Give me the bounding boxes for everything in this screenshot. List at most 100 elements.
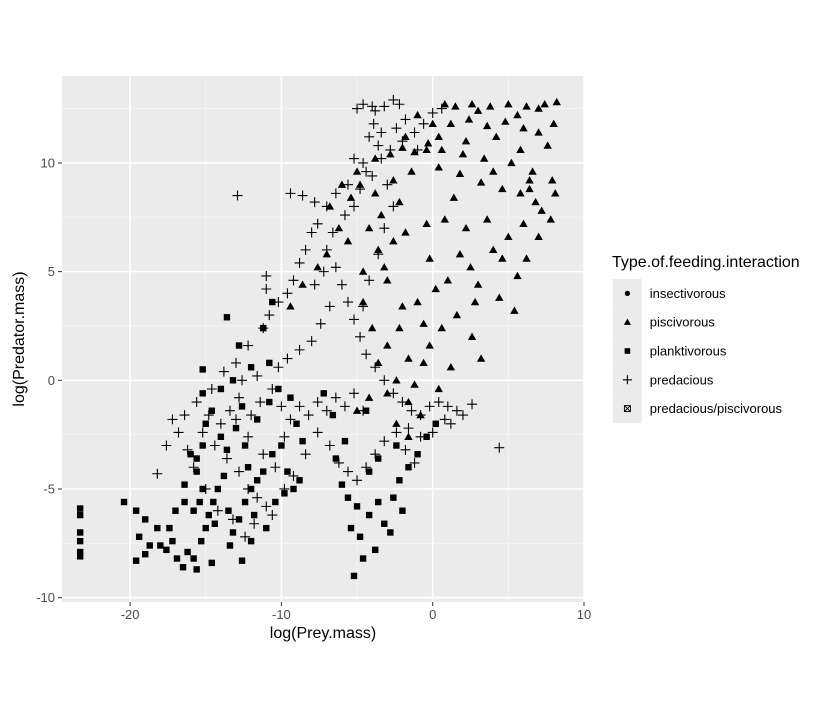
planktivorous-point [241, 442, 249, 449]
predacious-point [261, 284, 272, 295]
predacious-point [312, 218, 323, 229]
y-axis: -10 -5 0 5 10 [36, 155, 62, 605]
predacious-point [370, 362, 381, 373]
planktivorous-point [196, 498, 203, 506]
planktivorous-point [299, 437, 306, 445]
planktivorous-point [223, 314, 231, 321]
piscivorous-point [513, 271, 522, 280]
piscivorous-point [531, 197, 540, 206]
planktivorous-point [202, 524, 209, 532]
planktivorous-point [253, 477, 261, 484]
predacious-point [418, 118, 429, 129]
piscivorous-point [452, 310, 462, 319]
piscivorous-point [352, 167, 362, 175]
planktivorous-point [350, 572, 358, 580]
planktivorous-point [166, 524, 173, 532]
predacious-point [243, 431, 254, 442]
piscivorous-point [507, 158, 516, 167]
y-tick-label: -10 [36, 590, 55, 605]
planktivorous-point [226, 542, 234, 549]
planktivorous-point [250, 511, 258, 519]
predacious-point [264, 310, 275, 321]
predacious-point [336, 279, 347, 290]
piscivorous-point [371, 189, 380, 197]
planktivorous-point [190, 555, 197, 562]
planktivorous-point [76, 529, 84, 536]
legend-item: predacious [613, 365, 714, 395]
piscivorous-point [367, 323, 377, 332]
planktivorous-point [341, 437, 349, 445]
planktivorous-point [241, 498, 249, 506]
piscivorous-point [410, 380, 419, 388]
piscivorous-point [498, 254, 507, 262]
piscivorous-point [552, 97, 561, 106]
predacious-point [388, 201, 399, 212]
piscivorous-point [419, 319, 428, 327]
piscivorous-point [510, 306, 519, 314]
planktivorous-point [278, 442, 285, 449]
predacious-point [309, 197, 320, 208]
predacious-point [218, 366, 229, 377]
predacious-point [409, 457, 420, 468]
planktivorous-point [375, 455, 382, 462]
predacious-point [388, 94, 399, 105]
predacious-point [330, 392, 341, 403]
planktivorous-point [287, 394, 294, 401]
predacious-point [303, 410, 314, 421]
predacious-point [370, 449, 381, 460]
planktivorous-point [296, 477, 303, 484]
planktivorous-point [353, 503, 361, 510]
predacious-point [382, 179, 393, 190]
piscivorous-point [425, 341, 434, 349]
piscivorous-point [549, 119, 558, 127]
piscivorous-point [546, 215, 555, 223]
planktivorous-point [76, 505, 84, 512]
piscivorous-point [489, 167, 498, 175]
planktivorous-point [154, 524, 161, 532]
piscivorous-point [513, 110, 522, 119]
piscivorous-point [473, 106, 483, 114]
piscivorous-point [383, 389, 392, 397]
predacious-point [282, 288, 293, 299]
predacious-point [358, 157, 369, 168]
planktivorous-point [396, 477, 403, 484]
planktivorous-point [329, 411, 337, 419]
predacious-point [403, 423, 414, 434]
planktivorous-point [193, 468, 200, 475]
piscivorous-point [346, 193, 356, 201]
piscivorous-point [482, 215, 492, 223]
piscivorous-point [473, 280, 483, 288]
planktivorous-point [76, 537, 84, 545]
predacious-point [249, 518, 260, 529]
piscivorous-point [437, 323, 446, 332]
predacious-point [179, 410, 190, 421]
predacious-point [355, 184, 366, 195]
predacious-point [352, 103, 363, 114]
predacious-point [306, 336, 317, 347]
predacious-point [270, 462, 281, 473]
piscivorous-point [440, 100, 449, 108]
predacious-point [342, 179, 353, 190]
predacious-point [206, 383, 217, 394]
piscivorous-point [519, 123, 528, 132]
piscivorous-point [392, 376, 401, 384]
piscivorous-point [398, 143, 407, 151]
piscivorous-point [464, 115, 474, 123]
predacious-point [400, 114, 411, 125]
piscivorous-point [377, 210, 386, 219]
predacious-point [306, 227, 317, 238]
predacious-point [379, 375, 390, 386]
predacious-point [215, 418, 226, 429]
piscivorous-point [398, 302, 407, 310]
piscivorous-point [395, 323, 404, 332]
planktivorous-point [199, 366, 206, 373]
planktivorous-point [381, 520, 388, 527]
legend-symbol [624, 290, 631, 296]
predacious-point [282, 353, 293, 364]
planktivorous-point [399, 507, 406, 514]
predacious-point [246, 410, 257, 421]
planktivorous-point [375, 498, 382, 506]
predacious-point [391, 123, 402, 134]
piscivorous-point [383, 276, 392, 284]
